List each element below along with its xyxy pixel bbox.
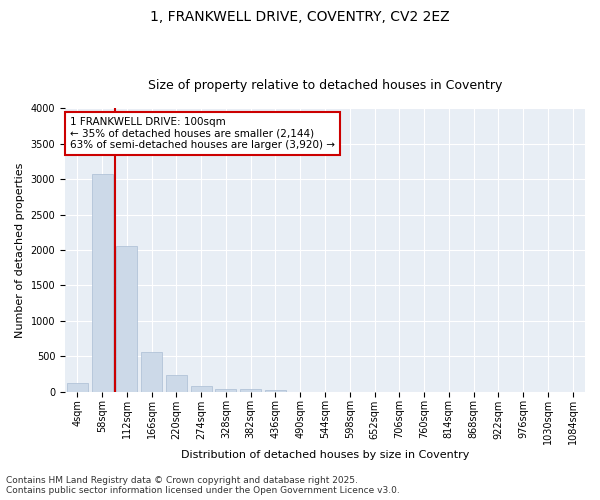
Text: Contains HM Land Registry data © Crown copyright and database right 2025.
Contai: Contains HM Land Registry data © Crown c…	[6, 476, 400, 495]
Title: Size of property relative to detached houses in Coventry: Size of property relative to detached ho…	[148, 79, 502, 92]
X-axis label: Distribution of detached houses by size in Coventry: Distribution of detached houses by size …	[181, 450, 469, 460]
Bar	[191, 386, 212, 392]
Bar	[215, 388, 236, 392]
Text: 1, FRANKWELL DRIVE, COVENTRY, CV2 2EZ: 1, FRANKWELL DRIVE, COVENTRY, CV2 2EZ	[150, 10, 450, 24]
Bar	[67, 383, 88, 392]
Bar	[141, 352, 162, 392]
Bar	[265, 390, 286, 392]
Bar	[166, 376, 187, 392]
Bar	[92, 174, 113, 392]
Text: 1 FRANKWELL DRIVE: 100sqm
← 35% of detached houses are smaller (2,144)
63% of se: 1 FRANKWELL DRIVE: 100sqm ← 35% of detac…	[70, 117, 335, 150]
Y-axis label: Number of detached properties: Number of detached properties	[15, 162, 25, 338]
Bar	[240, 390, 261, 392]
Bar	[116, 246, 137, 392]
